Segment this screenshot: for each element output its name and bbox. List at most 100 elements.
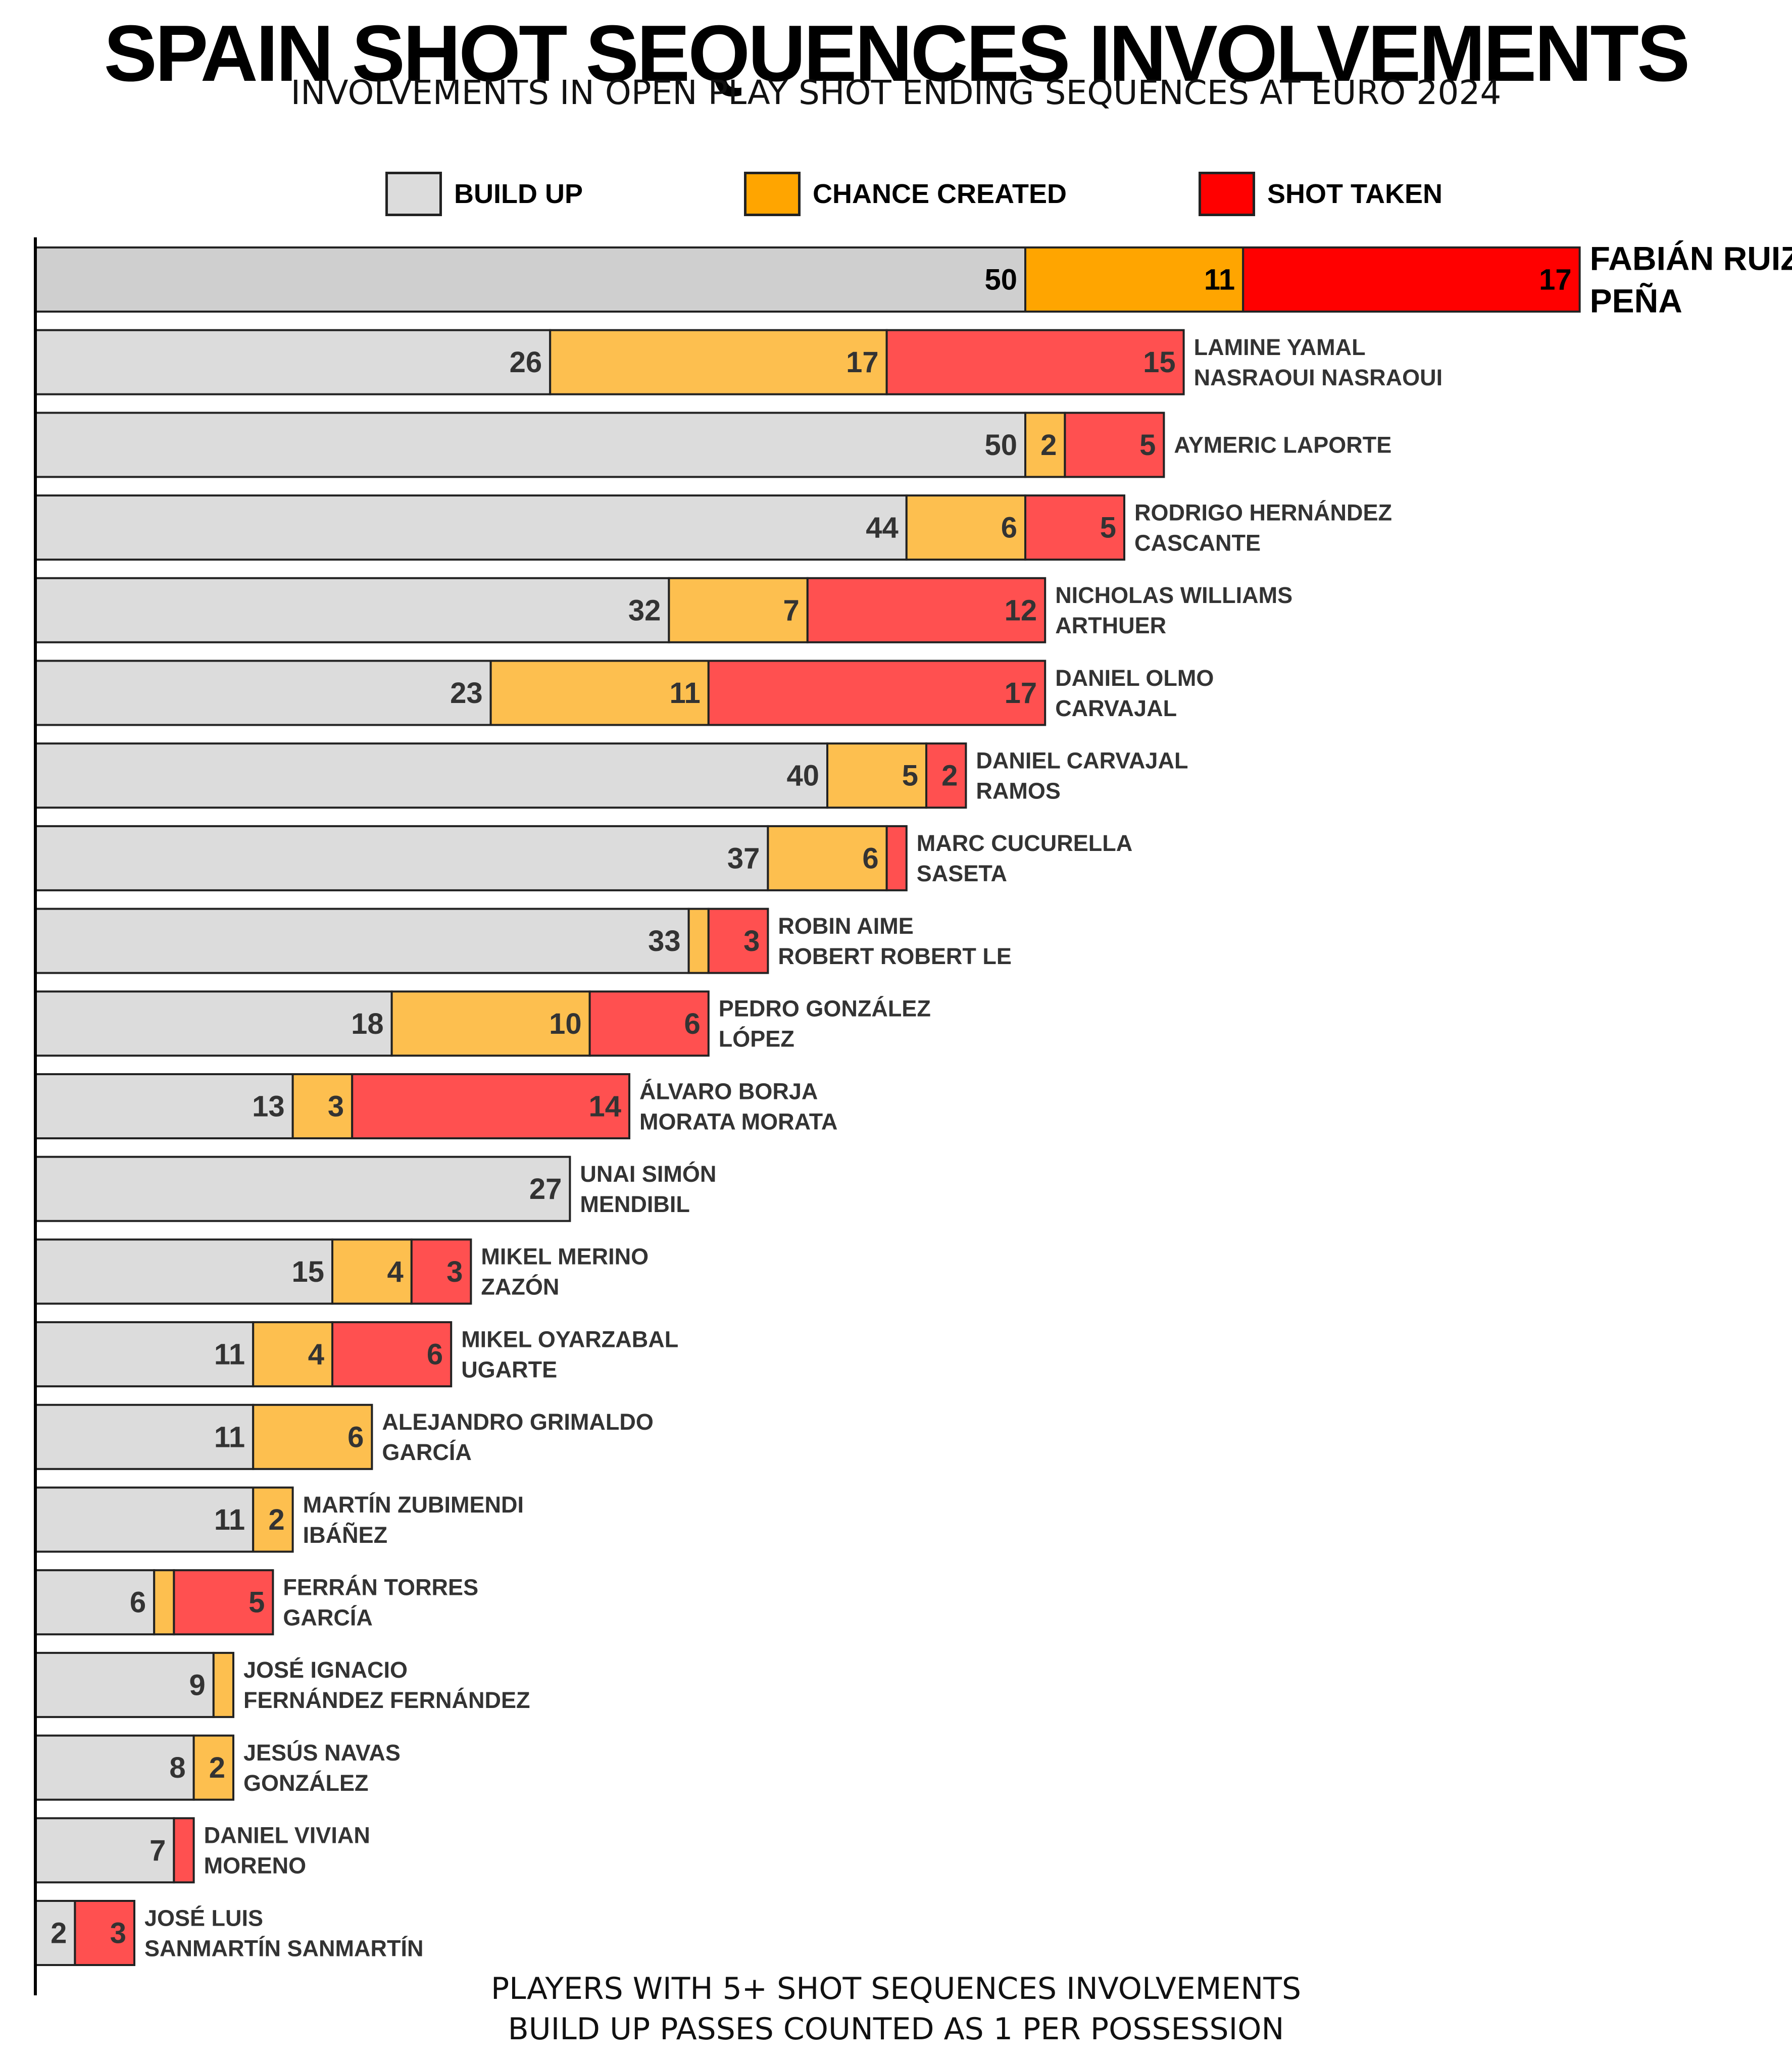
player-name-line1-3: RODRIGO HERNÁNDEZ [1134,499,1392,525]
bar-shot-taken-0 [1242,246,1581,313]
bar-shot-taken-7 [885,825,908,891]
value-label-build-up-18: 8 [169,1751,185,1784]
bar-shot-taken-5 [707,660,1047,726]
value-label-build-up-4: 32 [628,594,661,627]
bar-chance-created-17 [212,1651,234,1718]
value-label-chance-created-5: 11 [669,677,700,710]
player-name-line2-3: CASCANTE [1134,530,1261,556]
player-name-line1-2: AYMERIC LAPORTE [1174,432,1391,458]
bar-chance-created-3 [905,494,1027,561]
legend-swatch-shot-taken [1199,172,1255,216]
value-label-shot-taken-2: 5 [1139,429,1156,462]
value-label-build-up-9: 18 [351,1008,384,1040]
bar-chance-created-6 [826,742,927,809]
player-name-line1-0: FABIÁN RUIZ [1590,240,1792,277]
bar-shot-taken-4 [806,577,1047,643]
player-name-line1-11: UNAI SIMÓN [580,1161,716,1187]
value-label-chance-created-10: 3 [328,1090,344,1123]
player-name-line2-11: MENDIBIL [580,1191,690,1217]
value-label-shot-taken-16: 5 [248,1586,265,1619]
value-label-chance-created-2: 2 [1040,429,1057,462]
bar-build-up-1 [34,329,552,395]
player-name-line1-7: MARC CUCURELLA [917,830,1132,856]
player-name-line1-6: DANIEL CARVAJAL [976,747,1188,773]
bar-build-up-0 [34,246,1026,313]
legend-item-chance-created: CHANCE CREATED [744,171,1067,217]
legend-label-build-up: BUILD UP [454,179,583,209]
bar-chance-created-5 [489,660,710,726]
legend-item-shot-taken: SHOT TAKEN [1199,171,1442,217]
bar-shot-taken-6 [925,742,967,809]
bar-chance-created-14 [252,1403,373,1470]
player-name-line2-18: GONZÁLEZ [243,1770,368,1796]
bar-build-up-5 [34,660,492,726]
player-name-line2-15: IBÁÑEZ [303,1522,388,1548]
player-name-line1-9: PEDRO GONZÁLEZ [719,996,931,1022]
player-name-line2-20: SANMARTÍN SANMARTÍN [144,1935,423,1961]
player-name-line1-15: MARTÍN ZUBIMENDI [303,1492,524,1518]
value-label-build-up-0: 50 [984,264,1017,296]
value-label-shot-taken-12: 3 [446,1255,463,1288]
bar-shot-taken-1 [885,329,1185,395]
value-label-shot-taken-8: 3 [743,925,760,958]
player-name-line1-16: FERRÁN TORRES [283,1574,478,1600]
player-name-line2-7: SASETA [917,861,1007,886]
value-label-shot-taken-3: 5 [1100,512,1116,544]
value-label-shot-taken-20: 3 [110,1917,126,1950]
legend-swatch-build-up [385,172,442,216]
bar-chance-created-15 [252,1486,294,1553]
player-name-line2-0: PEÑA [1590,282,1682,320]
bar-build-up-17 [34,1651,215,1718]
player-name-line2-9: LÓPEZ [719,1026,794,1052]
footnote-1: PLAYERS WITH 5+ SHOT SEQUENCES INVOLVEME… [490,1971,1302,2006]
player-name-line1-17: JOSÉ IGNACIO [243,1657,408,1683]
bar-chance-created-1 [549,329,888,395]
value-label-build-up-17: 9 [189,1669,206,1701]
value-label-build-up-11: 27 [529,1173,562,1205]
bar-shot-taken-13 [331,1321,453,1388]
bar-chance-created-10 [291,1073,354,1139]
player-name-line1-8: ROBIN AIME [778,913,913,939]
player-name-line1-19: DANIEL VIVIAN [204,1823,370,1848]
legend-label-chance-created: CHANCE CREATED [813,179,1067,209]
value-label-shot-taken-10: 14 [588,1090,621,1123]
value-label-shot-taken-4: 12 [1005,594,1037,627]
player-name-line1-20: JOSÉ LUIS [144,1905,263,1931]
bar-build-up-15 [34,1486,255,1553]
bar-build-up-8 [34,908,690,974]
bar-shot-taken-9 [588,990,710,1057]
value-label-build-up-15: 11 [214,1503,245,1536]
bar-build-up-16 [34,1569,156,1636]
bar-shot-taken-3 [1024,494,1125,561]
player-name-line1-5: DANIEL OLMO [1055,665,1214,691]
bar-build-up-2 [34,412,1026,478]
player-name-line1-10: ÁLVARO BORJA [639,1078,818,1104]
value-label-build-up-12: 15 [291,1255,324,1288]
bar-build-up-11 [34,1155,571,1222]
value-label-build-up-8: 33 [648,925,681,958]
chart-subtitle: INVOLVEMENTS IN OPEN PLAY SHOT ENDING SE… [290,73,1502,112]
value-label-build-up-2: 50 [984,429,1017,462]
bar-chance-created-12 [331,1238,413,1305]
value-label-build-up-19: 7 [150,1834,166,1867]
value-label-shot-taken-13: 6 [427,1338,443,1371]
value-label-chance-created-1: 17 [846,346,879,379]
bar-chance-created-18 [192,1734,235,1801]
player-name-line1-1: LAMINE YAMAL [1194,334,1366,360]
bar-shot-taken-8 [707,908,769,974]
value-label-build-up-14: 11 [214,1421,245,1453]
bar-build-up-4 [34,577,670,643]
value-label-build-up-10: 13 [252,1090,285,1123]
bar-chance-created-8 [687,908,710,974]
value-label-chance-created-0: 11 [1204,264,1235,296]
player-name-line2-4: ARTHUER [1055,613,1166,638]
chart-title: SPAIN SHOT SEQUENCES INVOLVEMENTS [104,9,1690,98]
value-label-build-up-3: 44 [866,512,899,544]
value-label-shot-taken-9: 6 [684,1008,701,1040]
player-name-line2-16: GARCÍA [283,1604,373,1630]
value-label-build-up-20: 2 [51,1917,67,1950]
bar-chance-created-13 [252,1321,334,1388]
bar-build-up-12 [34,1238,333,1305]
bar-chance-created-0 [1024,246,1245,313]
